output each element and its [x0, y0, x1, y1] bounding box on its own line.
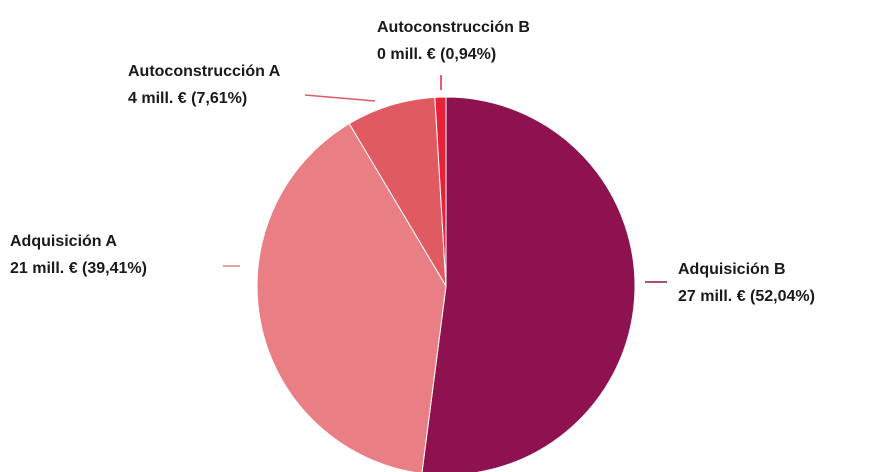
- pie-slice: [256, 122, 447, 472]
- slice-value-label: 4 mill. € (7,61%): [128, 90, 247, 107]
- pie-slice: [434, 96, 447, 287]
- leader-line: [304, 94, 376, 102]
- slice-label: Autoconstrucción A: [128, 63, 281, 80]
- pie-slice: [421, 96, 636, 472]
- slice-value-label: 0 mill. € (0,94%): [377, 46, 496, 63]
- slice-label: Adquisición A: [10, 233, 117, 250]
- slice-value-label: 21 mill. € (39,41%): [10, 260, 147, 277]
- slice-label: Autoconstrucción B: [377, 19, 530, 36]
- slice-label: Adquisición B: [678, 261, 786, 278]
- slice-value-label: 27 mill. € (52,04%): [678, 288, 815, 305]
